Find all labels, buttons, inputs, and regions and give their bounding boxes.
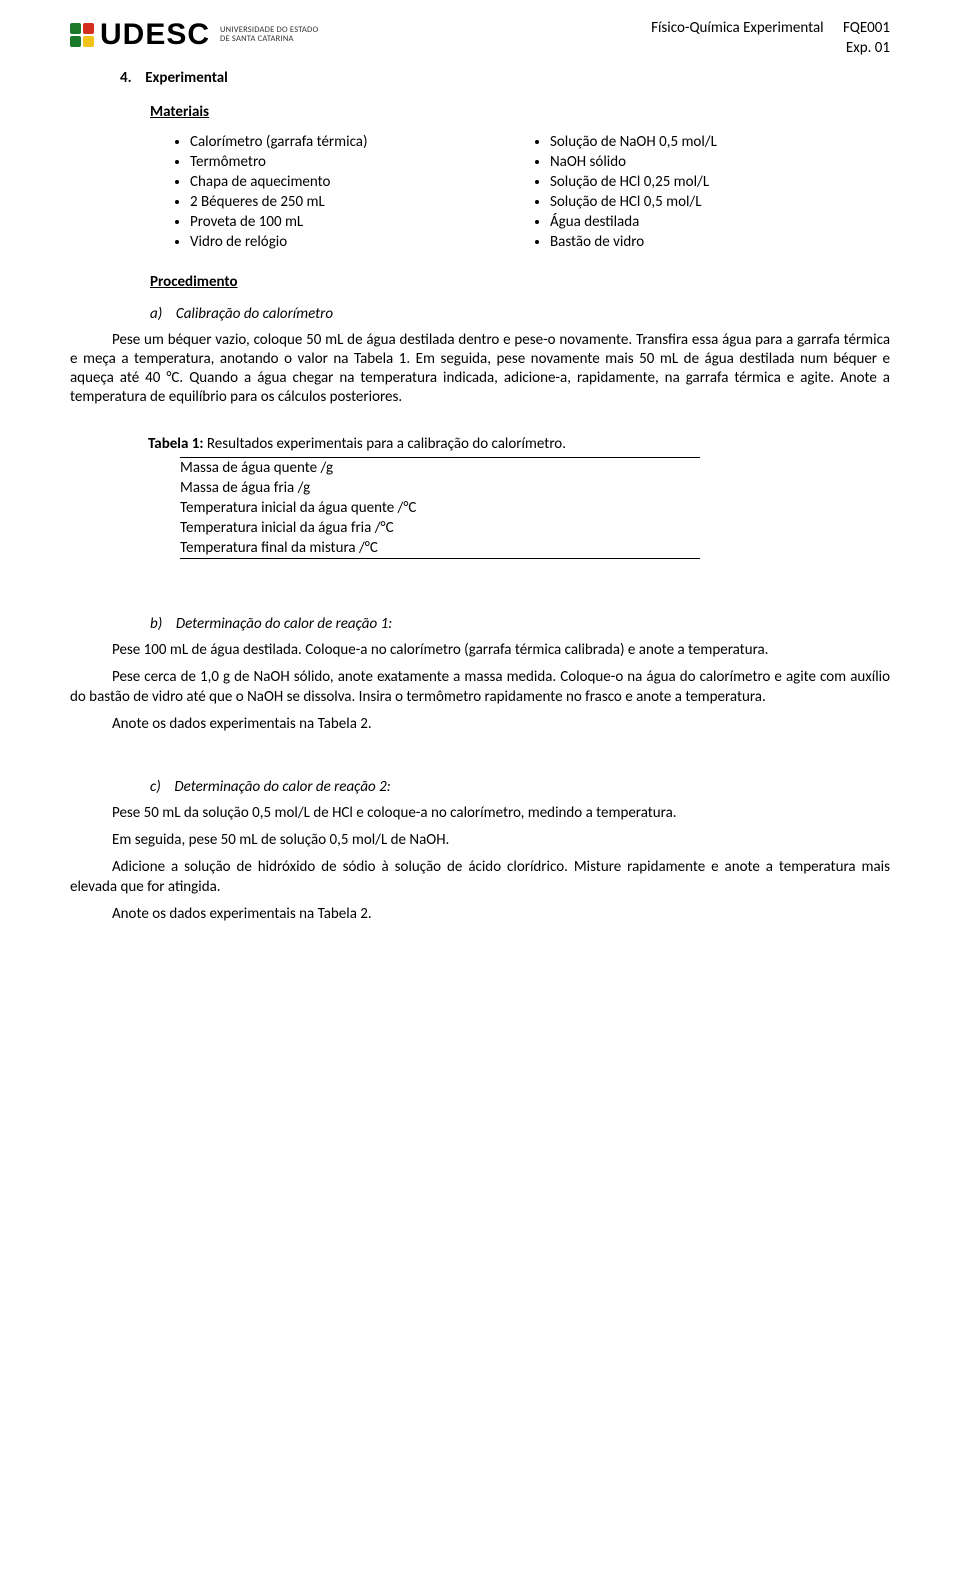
materiais-heading: Materiais [150, 103, 890, 121]
proc-b-p2: Pese cerca de 1,0 g de NaOH sólido, anot… [70, 668, 890, 706]
logo-subtitle: UNIVERSIDADE DO ESTADO DE SANTA CATARINA [220, 26, 318, 44]
proc-a-heading: a) Calibração do calorímetro [150, 305, 890, 323]
table-row: Temperatura inicial da água fria /°C [180, 518, 700, 538]
list-item: Solução de NaOH 0,5 mol/L [550, 133, 850, 151]
list-item: Vidro de relógio [190, 233, 490, 251]
section-number: 4. [120, 69, 132, 87]
list-item: Água destilada [550, 213, 850, 231]
list-item: Bastão de vidro [550, 233, 850, 251]
tabela1: Massa de água quente /g Massa de água fr… [180, 457, 700, 559]
materiais-col-right: Solução de NaOH 0,5 mol/L NaOH sólido So… [510, 127, 850, 257]
course-code: FQE001 [843, 19, 890, 37]
list-item: Solução de HCl 0,25 mol/L [550, 173, 850, 191]
course-title: Físico-Química Experimental [651, 19, 824, 37]
proc-a-text: Pese um béquer vazio, coloque 50 mL de á… [70, 331, 890, 408]
proc-c-p1: Pese 50 mL da solução 0,5 mol/L de HCl e… [70, 804, 890, 823]
materiais-columns: Calorímetro (garrafa térmica) Termômetro… [150, 127, 850, 257]
tabela1-caption: Tabela 1: Resultados experimentais para … [148, 435, 890, 453]
logo-mark-icon [70, 23, 94, 47]
logo-block: UDESC UNIVERSIDADE DO ESTADO DE SANTA CA… [70, 18, 318, 52]
list-item: Chapa de aquecimento [190, 173, 490, 191]
list-item: Termômetro [190, 153, 490, 171]
experiment-number: Exp. 01 [651, 38, 890, 58]
logo-sub-line2: DE SANTA CATARINA [220, 35, 318, 44]
proc-c-p3: Adicione a solução de hidróxido de sódio… [70, 858, 890, 896]
proc-a-title: Calibração do calorímetro [176, 305, 333, 323]
logo-text: UDESC [100, 18, 210, 52]
list-item: 2 Béqueres de 250 mL [190, 193, 490, 211]
list-item: Calorímetro (garrafa térmica) [190, 133, 490, 151]
proc-b-p1: Pese 100 mL de água destilada. Coloque-a… [70, 641, 890, 660]
section-title: Experimental [145, 69, 228, 87]
table-row: Massa de água fria /g [180, 478, 700, 498]
page: UDESC UNIVERSIDADE DO ESTADO DE SANTA CA… [0, 0, 960, 972]
proc-b-p3: Anote os dados experimentais na Tabela 2… [70, 715, 890, 734]
page-header: UDESC UNIVERSIDADE DO ESTADO DE SANTA CA… [70, 18, 890, 59]
table-row: Temperatura final da mistura /°C [180, 538, 700, 558]
section-heading: 4. Experimental [120, 69, 890, 87]
tabela1-caption-rest: Resultados experimentais para a calibraç… [204, 435, 566, 453]
header-right: Físico-Química Experimental FQE001 Exp. … [651, 18, 890, 59]
proc-c-label: c) [150, 778, 161, 796]
list-item: Solução de HCl 0,5 mol/L [550, 193, 850, 211]
proc-b-title: Determinação do calor de reação 1: [176, 615, 392, 633]
proc-c-title: Determinação do calor de reação 2: [174, 778, 390, 796]
procedimento-heading: Procedimento [150, 273, 890, 291]
proc-b-heading: b) Determinação do calor de reação 1: [150, 615, 890, 633]
logo-word: UDESC [100, 18, 210, 51]
proc-c-heading: c) Determinação do calor de reação 2: [150, 778, 890, 796]
materiais-col-left: Calorímetro (garrafa térmica) Termômetro… [150, 127, 490, 257]
proc-b-label: b) [150, 615, 162, 633]
proc-a-label: a) [150, 305, 162, 323]
tabela1-caption-bold: Tabela 1: [148, 435, 204, 453]
table-row: Temperatura inicial da água quente /°C [180, 498, 700, 518]
table-row: Massa de água quente /g [180, 458, 700, 478]
list-item: Proveta de 100 mL [190, 213, 490, 231]
list-item: NaOH sólido [550, 153, 850, 171]
proc-c-p4: Anote os dados experimentais na Tabela 2… [70, 905, 890, 924]
proc-c-p2: Em seguida, pese 50 mL de solução 0,5 mo… [70, 831, 890, 850]
